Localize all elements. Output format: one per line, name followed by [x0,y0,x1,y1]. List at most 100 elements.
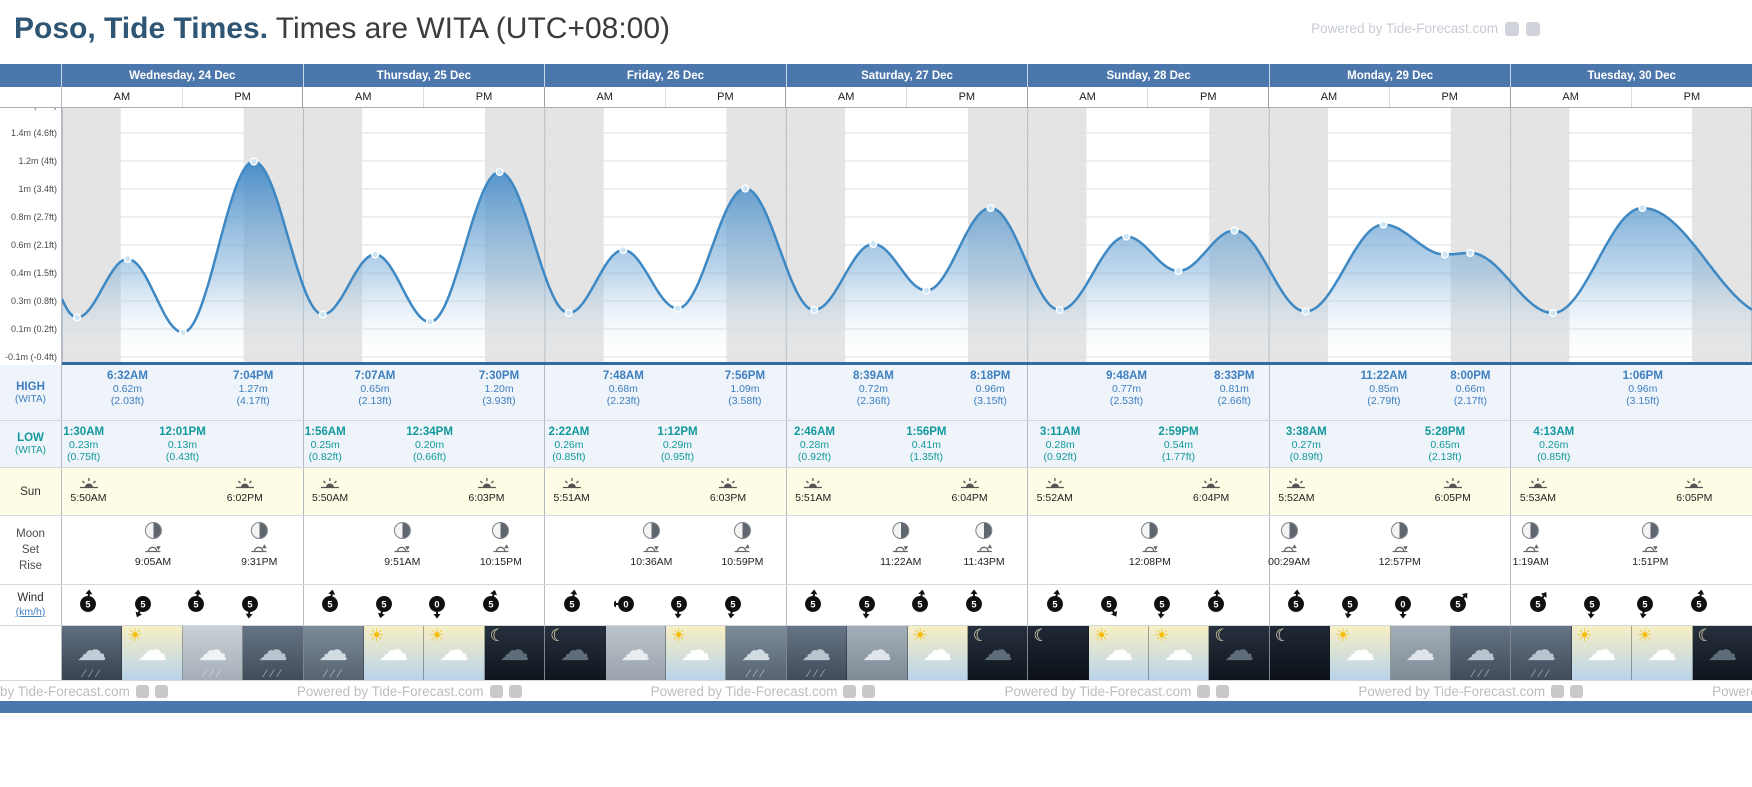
sunset-time: 6:04PM [951,492,988,504]
powered-by-watermark: Powered by Tide-Forecast.com [0,684,168,699]
wind-direction-icon: 5 [859,596,876,619]
low-tide-entry: 1:30AM 0.23m (0.75ft) [63,426,104,464]
low-tide-time: 1:12PM [657,426,698,438]
svg-text:5: 5 [327,599,332,609]
powered-by-watermark: Powered by Tide-Forecast.com [297,684,522,699]
high-tide-time: 8:33PM [1214,370,1255,382]
svg-text:0: 0 [1401,599,1406,609]
watermark-icon [1505,21,1519,36]
powered-by-watermark: Powered by Tide-Forecast.com [1358,684,1584,699]
low-tide-height-m: 0.23m [69,438,99,451]
moon-icon: ☾ [1033,626,1049,645]
moon-set-entry: 1:51PM [1632,522,1668,568]
wind-direction-icon: 0 [1395,596,1412,619]
weather-icon: ☾ [1028,626,1089,680]
tide-extreme-dot [1638,203,1647,213]
high-timezone-label: (WITA) [15,393,46,405]
ampm-day-cell: AM PM [545,87,787,107]
wind-unit-link[interactable]: (km/h) [15,606,46,618]
high-tide-entry: 7:30PM 1.20m (3.93ft) [479,370,519,408]
cloud-icon: ☁ [1526,633,1557,667]
tide-extreme-dot [673,304,682,313]
pm-label: PM [666,87,787,107]
moon-set-time: 10:36AM [630,556,673,568]
y-axis-label: 0.4m (1.5ft) [10,267,57,278]
wind-direction-icon: 5 [670,596,687,619]
tide-extreme-dot [1122,232,1131,241]
weather-icon: ☾ [1269,626,1331,680]
wind-indicator: 5 [184,589,208,624]
tide-extreme-dot [810,305,819,315]
tide-extreme-dot [1548,308,1558,318]
sun-row: Sun 5:50AM 6:02PM 5:50AM 6:03PM 5:51AM 6:03PM… [0,467,1752,515]
wind-indicator: 5 [1526,589,1550,624]
moon-rise-icon [734,544,751,553]
pm-label: PM [1683,91,1701,103]
low-tide-time: 1:56PM [906,426,947,438]
watermark-text: Powered by Tide-Forecast.com [0,683,130,699]
high-tide-time: 7:56PM [724,370,766,382]
sunrise-icon [562,478,581,489]
moon-icon: ☾ [1214,626,1230,645]
svg-text:5: 5 [1159,599,1164,609]
wind-indicator: 5 [1284,589,1308,624]
chart-y-axis: 1.6m (5.2ft) 1.4m (4.6ft) 1.2m (4ft) 1m (3.… [0,108,62,365]
wind-day-cell: 5 5 0 5 [1270,585,1512,625]
sun-day-cell: 5:50AM 6:03PM [304,468,546,515]
y-axis-label: 0.1m (0.2ft) [10,323,57,334]
high-tide-height-ft: (2.36ft) [856,395,891,407]
low-tide-entry: 4:13AM 0.26m (0.85ft) [1533,426,1574,464]
sunset-time: 6:03PM [468,492,505,504]
sunrise-time: 5:53AM [1519,492,1557,504]
cloud-icon: ☁ [318,633,349,667]
sunset-entry: 6:04PM [1193,477,1229,504]
sunrise-entry: 5:50AM [70,477,107,504]
weather-icon: ☀ ☁ [1571,626,1633,680]
moon-rise-time: 00:29AM [1268,556,1311,568]
low-tide-height-ft: (0.43ft) [165,451,200,463]
moon-set-entry: 12:57PM [1379,522,1421,568]
tide-extreme-dot [619,245,628,255]
high-tide-height-m: 0.66m [1455,382,1485,395]
low-tide-height-ft: (0.85ft) [1537,451,1571,463]
sunset-time: 6:02PM [226,492,263,504]
weather-icon: ☀ ☁ [363,626,425,680]
low-tide-height-ft: (0.92ft) [1043,451,1077,463]
high-tide-time: 7:30PM [478,370,520,382]
rain-icon: ∕ ∕ ∕ [204,668,221,680]
bottom-bar [0,701,1752,713]
wind-direction-icon: 0 [611,596,634,612]
wind-direction-icon: 5 [1288,589,1305,612]
wind-indicator: 5 [1446,589,1470,624]
wind-direction-icon: 5 [134,596,151,618]
moon-phase-icon [1391,522,1409,539]
high-tide-height-m: 0.68m [608,382,638,395]
cloud-icon: ☁ [620,633,651,667]
low-tide-height-ft: (1.35ft) [909,451,943,463]
low-tide-cells: 1:30AM 0.23m (0.75ft) 12:01PM 0.13m (0.43ft) 1… [62,421,1752,467]
wind-direction-icon: 5 [483,589,500,612]
tide-extreme-dot [741,184,750,193]
moon-day-cell: 10:36AM 10:59PM [545,516,787,584]
high-tide-height-ft: (2.03ft) [110,395,145,407]
high-tide-height-m: 0.96m [975,382,1005,395]
wind-direction-icon: 0 [429,596,446,619]
ampm-row: AM PM AM PM AM PM AM PM AM PM AM PM AM PM [0,87,1752,108]
low-tide-height-ft: (2.13ft) [1428,451,1462,463]
sunset-entry: 6:05PM [1676,477,1712,504]
cloud-icon: ☁ [1586,633,1617,667]
moon-phase-icon [892,522,910,539]
wind-direction-icon: 5 [563,589,580,612]
high-tide-time: 6:32AM [107,370,148,382]
ampm-day-cell: AM PM [303,87,545,107]
watermark-text: Powered by Tide-Forecast.com [1712,683,1752,699]
wind-indicator: 5 [855,589,879,624]
pm-label: PM [907,87,1028,107]
moon-phase-icon [393,522,411,539]
cloud-icon: ☁ [1405,633,1436,667]
sunrise-icon [804,478,823,489]
sunset-icon [477,478,496,489]
am-label: AM [1511,87,1632,107]
low-tide-entry: 2:22AM 0.26m (0.85ft) [548,426,589,464]
weather-icon: ☀ ☁ [665,626,727,680]
